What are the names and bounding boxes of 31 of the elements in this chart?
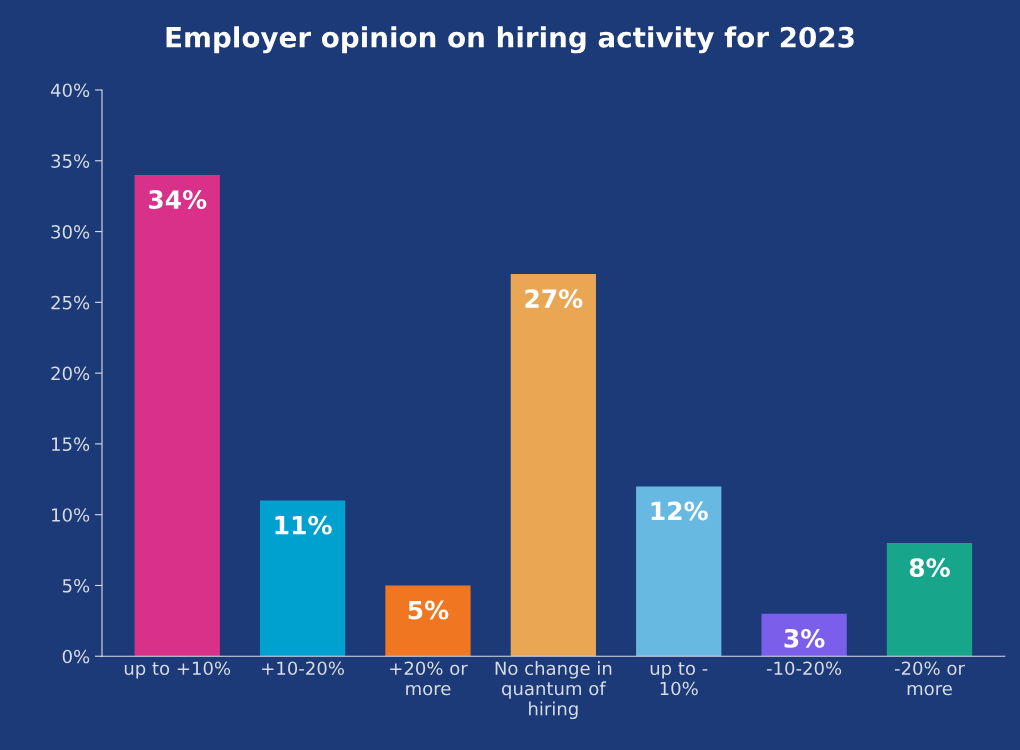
data-label: 27% (525, 289, 583, 309)
bar (886, 543, 973, 657)
y-tick-label: 10% (52, 508, 90, 522)
bar (510, 274, 596, 657)
x-tick-label: +10-20% (262, 661, 344, 676)
y-tick-label: 40% (50, 83, 90, 98)
y-tick-label: 15% (52, 437, 90, 452)
data-label: 12% (651, 501, 708, 521)
data-label: 8% (909, 558, 950, 578)
y-tick-label: 5% (62, 578, 90, 593)
y-tick-label: 20% (51, 366, 90, 381)
y-tick-label: 25% (51, 295, 90, 310)
bar (385, 585, 471, 657)
bar (636, 486, 722, 657)
bar (761, 613, 847, 657)
bar (259, 500, 346, 657)
x-tick-label: up to +10% (124, 661, 231, 679)
data-label: 5% (408, 600, 449, 620)
y-tick-label: 0% (62, 649, 90, 664)
data-label: 34% (148, 190, 207, 209)
y-tick-label: 35% (51, 154, 90, 168)
x-tick-label: up to - 10% (650, 662, 708, 696)
chart-title: Employer opinion on hiring activity for 2023 (166, 26, 854, 54)
y-tick-label: 30% (51, 225, 90, 239)
x-tick-label: +20% or more (390, 661, 468, 696)
data-label: 11% (275, 515, 332, 535)
bar (134, 174, 220, 657)
x-tick-label: -10-20% (766, 661, 842, 676)
x-tick-label: -20% or more (894, 661, 965, 696)
data-label: 3% (784, 628, 825, 648)
x-tick-label: No change in quantum of hiring (495, 661, 612, 720)
